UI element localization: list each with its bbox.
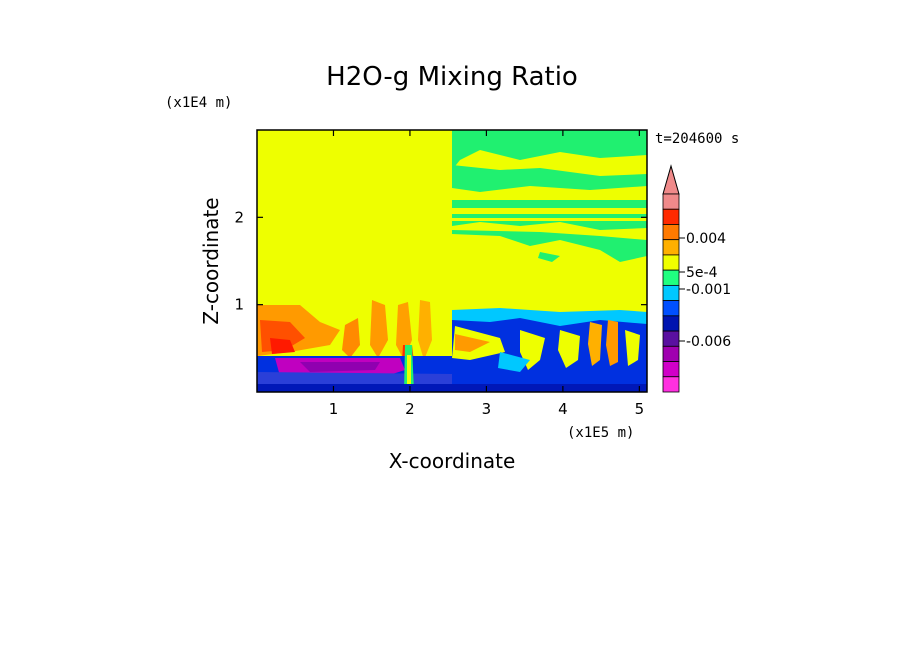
- colorbar-segment: [662, 315, 680, 332]
- colorbar-segment: [662, 300, 680, 317]
- plume-2: [370, 300, 388, 358]
- colorbar-label: 0.004: [686, 231, 726, 247]
- colorbar-segment: [662, 330, 680, 347]
- y-scale-label: (x1E4 m): [165, 95, 232, 111]
- plume-4: [418, 300, 432, 360]
- colorbar-arrow: [662, 164, 680, 195]
- colorbar-segment: [662, 208, 680, 225]
- moist-band-upper: [452, 165, 647, 192]
- x-axis-title: X-coordinate: [389, 449, 516, 473]
- y-tick-label: 1: [234, 296, 244, 314]
- colorbar-segment: [662, 345, 680, 362]
- dry-streak-1: [452, 208, 647, 214]
- colorbar-label: 5e-4: [686, 265, 718, 281]
- surface-plume-core: [407, 355, 411, 392]
- colorbar-segment: [662, 361, 680, 378]
- x-tick-label: 3: [482, 400, 492, 418]
- cyan-swirl: [498, 352, 530, 372]
- colorbar-label: -0.006: [686, 334, 731, 350]
- colorbar-segment: [662, 269, 680, 286]
- moist-patch: [538, 252, 560, 262]
- x-tick-label: 1: [329, 400, 339, 418]
- moist-band-top: [452, 130, 647, 170]
- colorbar-segment: [662, 193, 680, 210]
- colorbar-segment: [662, 376, 680, 393]
- warm-wave-1: [455, 334, 490, 352]
- yellow-wave-4: [625, 330, 640, 366]
- plot-frame: [256, 129, 648, 393]
- x-tick-label: 4: [558, 400, 568, 418]
- moist-band-mid: [452, 200, 647, 230]
- surface-bottom: [257, 384, 647, 392]
- plume-1: [342, 318, 360, 358]
- chart-title: H2O-g Mixing Ratio: [326, 62, 578, 92]
- colorbar-segment: [662, 254, 680, 271]
- plume-right-2: [606, 320, 618, 366]
- colorbar: 0.004 5e-4-0.001 -0.006: [662, 164, 731, 393]
- colorbar-label: -0.001: [686, 282, 731, 298]
- colorbar-segment: [662, 239, 680, 256]
- x-axis: 1 2 3 4 5: [329, 130, 644, 418]
- x-tick-label: 5: [635, 400, 645, 418]
- hot-core-left: [270, 338, 295, 354]
- colorbar-segment: [662, 284, 680, 302]
- dry-streak-2: [452, 218, 647, 221]
- x-tick-label: 2: [405, 400, 415, 418]
- y-axis: 12: [234, 208, 647, 314]
- heatmap-field: [257, 130, 647, 392]
- very-dry-core: [300, 362, 380, 372]
- colorbar-segment: [662, 224, 680, 241]
- yellow-wave-3: [558, 330, 580, 368]
- time-label: t=204600 s: [655, 131, 739, 147]
- y-tick-label: 2: [234, 208, 244, 226]
- y-axis-title: Z-coordinate: [199, 197, 223, 324]
- moist-band-lower: [452, 230, 647, 262]
- x-scale-label: (x1E5 m): [567, 425, 634, 441]
- plume-right-1: [588, 322, 602, 366]
